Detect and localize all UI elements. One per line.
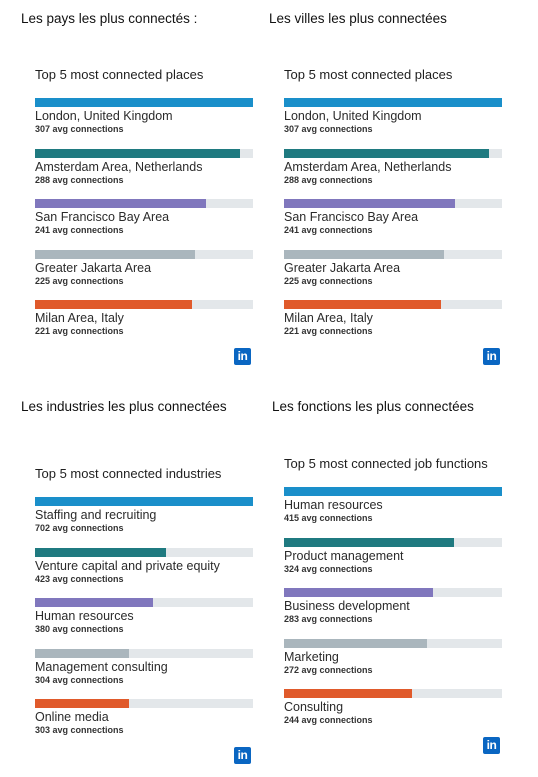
category-label: Marketing (284, 649, 339, 664)
category-label: Milan Area, Italy (284, 311, 373, 325)
value-label: 380 avg connections (35, 624, 124, 634)
bar-track (284, 98, 502, 107)
chart-title: Top 5 most connected job functions (284, 456, 488, 471)
bar (284, 689, 413, 698)
value-label: 221 avg connections (35, 326, 124, 336)
chart-title: Top 5 most connected industries (35, 466, 222, 481)
bar-track (35, 300, 253, 309)
category-label: Management consulting (35, 659, 168, 674)
bar (35, 648, 130, 658)
linkedin-icon[interactable]: in (483, 348, 500, 365)
value-label: 303 avg connections (35, 725, 124, 735)
bar (35, 497, 253, 506)
value-label: 225 avg connections (35, 275, 124, 286)
bar (284, 98, 502, 107)
value-label: 423 avg connections (35, 573, 124, 584)
bar-track (35, 547, 253, 557)
category-label: London, United Kingdom (35, 109, 173, 123)
bar-track (35, 249, 253, 259)
bar (35, 300, 192, 309)
category-label: Business development (284, 599, 410, 613)
bar (284, 638, 427, 648)
value-label: 307 avg connections (35, 124, 124, 134)
heading-industries: Les industries les plus connectées (21, 399, 227, 414)
linkedin-icon[interactable]: in (234, 348, 251, 365)
bar (35, 148, 240, 158)
bar (35, 249, 195, 259)
category-label: Venture capital and private equity (35, 558, 220, 573)
value-label: 288 avg connections (35, 174, 124, 185)
category-label: London, United Kingdom (284, 109, 422, 123)
value-label: 241 avg connections (284, 225, 373, 235)
bar-track (284, 689, 502, 698)
heading-cities: Les villes les plus connectées (269, 11, 447, 26)
bar (284, 537, 455, 547)
heading-functions: Les fonctions les plus connectées (272, 399, 474, 414)
bar (284, 148, 489, 158)
bar-track (284, 537, 502, 547)
value-label: 702 avg connections (35, 523, 124, 533)
linkedin-icon[interactable]: in (234, 747, 251, 764)
bar (35, 699, 130, 708)
bar-track (284, 199, 502, 208)
bar (284, 588, 433, 597)
category-label: Consulting (284, 700, 344, 714)
category-label: Human resources (35, 609, 134, 623)
bar (284, 199, 456, 208)
value-label: 272 avg connections (284, 664, 373, 675)
category-label: Staffing and recruiting (35, 508, 157, 522)
chart-title: Top 5 most connected places (35, 67, 204, 82)
bar-track (284, 300, 502, 309)
bar (35, 598, 153, 607)
bar-track (35, 98, 253, 107)
category-label: San Francisco Bay Area (35, 210, 170, 224)
value-label: 324 avg connections (284, 563, 373, 574)
category-label: Milan Area, Italy (35, 311, 124, 325)
bar (284, 300, 441, 309)
category-label: Greater Jakarta Area (35, 260, 152, 275)
bar-track (284, 487, 502, 496)
category-label: Amsterdam Area, Netherlands (284, 159, 452, 174)
category-label: Online media (35, 710, 109, 724)
value-label: 304 avg connections (35, 674, 124, 685)
category-label: Product management (284, 548, 404, 563)
value-label: 283 avg connections (284, 614, 373, 624)
category-label: Amsterdam Area, Netherlands (35, 159, 203, 174)
bar (35, 547, 167, 557)
value-label: 415 avg connections (284, 513, 373, 523)
bar-track (35, 699, 253, 708)
bar (35, 199, 207, 208)
bar-track (35, 598, 253, 607)
value-label: 288 avg connections (284, 174, 373, 185)
bar-track (35, 148, 253, 158)
bar-track (284, 148, 502, 158)
linkedin-icon[interactable]: in (483, 737, 500, 754)
bar-track (35, 497, 253, 506)
value-label: 307 avg connections (284, 124, 373, 134)
bar (284, 249, 444, 259)
category-label: San Francisco Bay Area (284, 210, 419, 224)
value-label: 244 avg connections (284, 715, 373, 725)
bar-track (284, 638, 502, 648)
bar-track (284, 249, 502, 259)
bar (284, 487, 502, 496)
bar-track (284, 588, 502, 597)
chart-title: Top 5 most connected places (284, 67, 453, 82)
value-label: 225 avg connections (284, 275, 373, 286)
value-label: 241 avg connections (35, 225, 124, 235)
category-label: Greater Jakarta Area (284, 260, 401, 275)
bar (35, 98, 253, 107)
heading-countries: Les pays les plus connectés : (21, 11, 198, 26)
category-label: Human resources (284, 498, 383, 512)
bar-track (35, 199, 253, 208)
bar-track (35, 648, 253, 658)
value-label: 221 avg connections (284, 326, 373, 336)
